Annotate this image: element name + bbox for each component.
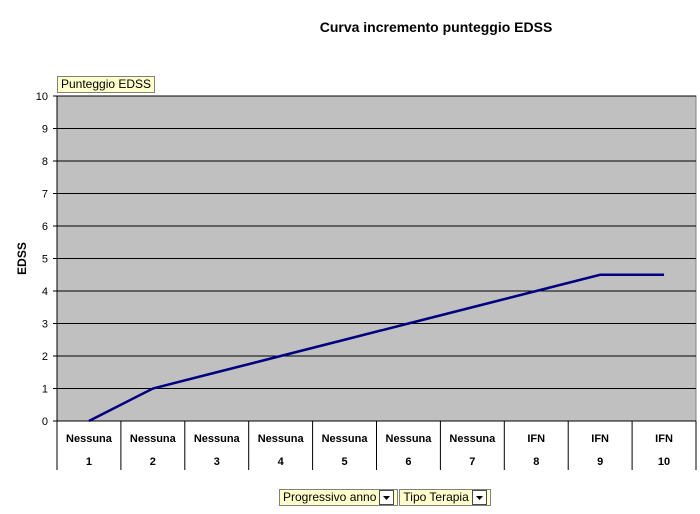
- row-fields-bar: Progressivo anno Tipo Terapia: [279, 489, 492, 506]
- category-therapy-label: Nessuna: [322, 433, 369, 445]
- y-tick-label: 10: [36, 91, 48, 103]
- category-year-label: 4: [278, 456, 285, 468]
- data-field-button[interactable]: Punteggio EDSS: [57, 76, 156, 93]
- category-year-label: 5: [341, 456, 347, 468]
- category-year-label: 9: [597, 456, 603, 468]
- chart-title: Curva incremento punteggio EDSS: [319, 19, 553, 35]
- y-tick-label: 1: [42, 384, 48, 396]
- category-year-label: 3: [214, 456, 220, 468]
- category-year-label: 10: [658, 456, 670, 468]
- category-year-label: 8: [533, 456, 539, 468]
- y-tick-label: 2: [42, 351, 48, 363]
- category-therapy-label: Nessuna: [130, 433, 177, 445]
- progressivo-anno-field-button[interactable]: Progressivo anno: [279, 489, 399, 506]
- y-tick-label: 5: [42, 254, 48, 266]
- y-tick-label: 8: [42, 156, 48, 168]
- category-therapy-label: Nessuna: [66, 433, 113, 445]
- category-therapy-label: IFN: [655, 433, 673, 445]
- dropdown-arrow-icon[interactable]: [471, 490, 487, 505]
- tipo-terapia-label: Tipo Terapia: [403, 490, 469, 504]
- category-therapy-label: Nessuna: [258, 433, 305, 445]
- category-year-label: 2: [150, 456, 156, 468]
- category-year-label: 7: [469, 456, 475, 468]
- category-therapy-label: IFN: [591, 433, 609, 445]
- category-therapy-label: Nessuna: [194, 433, 241, 445]
- category-year-label: 1: [86, 456, 92, 468]
- category-therapy-label: Nessuna: [449, 433, 496, 445]
- y-tick-label: 0: [42, 416, 48, 428]
- y-axis-label: EDSS: [15, 242, 29, 275]
- y-tick-label: 6: [42, 221, 48, 233]
- y-tick-label: 7: [42, 189, 48, 201]
- data-field-label: Punteggio EDSS: [61, 77, 152, 91]
- tipo-terapia-field-button[interactable]: Tipo Terapia: [399, 489, 491, 506]
- progressivo-anno-label: Progressivo anno: [283, 490, 377, 504]
- dropdown-arrow-icon[interactable]: [379, 490, 395, 505]
- y-tick-label: 4: [42, 286, 48, 298]
- series-line: [88, 273, 665, 423]
- y-tick-label: 3: [42, 319, 48, 331]
- y-tick-label: 9: [42, 124, 48, 136]
- category-therapy-label: IFN: [527, 433, 545, 445]
- category-year-label: 6: [405, 456, 411, 468]
- category-therapy-label: Nessuna: [386, 433, 433, 445]
